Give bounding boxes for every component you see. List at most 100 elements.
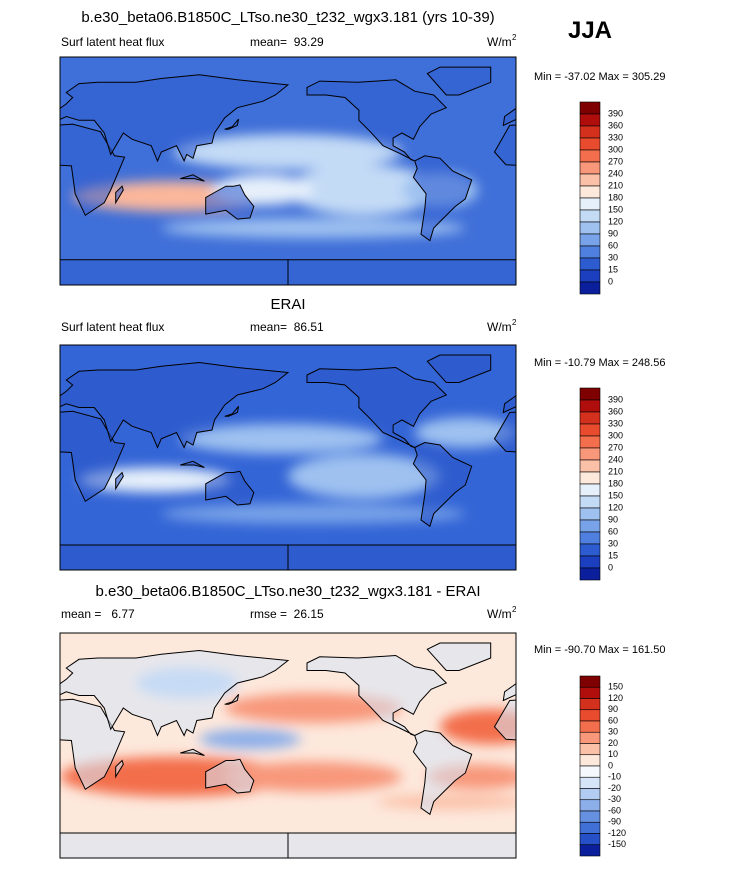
field-blob bbox=[161, 217, 466, 239]
coastline bbox=[205, 758, 255, 794]
coastline bbox=[180, 748, 205, 756]
coastline bbox=[502, 395, 516, 414]
colorbar-label: 60 bbox=[608, 715, 618, 725]
map-field bbox=[79, 417, 516, 524]
colorbar-label: 0 bbox=[608, 562, 613, 572]
field-blob bbox=[414, 417, 516, 448]
map-frame bbox=[59, 56, 517, 286]
colorbar-box bbox=[579, 765, 601, 778]
colorbar-box bbox=[579, 555, 601, 569]
coastline bbox=[412, 155, 473, 242]
colorbar-box bbox=[579, 833, 601, 846]
panel-title: b.e30_beta06.B1850C_LTso.ne30_t232_wgx3.… bbox=[81, 9, 494, 26]
colorbar-box bbox=[579, 257, 601, 271]
colorbar-box bbox=[579, 675, 601, 688]
center-label: mean= 93.29 bbox=[250, 35, 324, 49]
colorbar-label: 60 bbox=[608, 240, 618, 250]
colorbar-label: 150 bbox=[608, 490, 623, 500]
min-max: Min = -10.79 Max = 248.56 bbox=[534, 357, 665, 369]
colorbar-box bbox=[579, 209, 601, 223]
colorbar-label: 210 bbox=[608, 180, 623, 190]
colorbar-box bbox=[579, 161, 601, 175]
colorbar-label: 390 bbox=[608, 108, 623, 118]
colorbar-box bbox=[579, 173, 601, 187]
colorbar-label: 180 bbox=[608, 192, 623, 202]
colorbar-box bbox=[579, 269, 601, 283]
colorbar-label: 120 bbox=[608, 216, 623, 226]
colorbar-label: 15 bbox=[608, 550, 618, 560]
coastline bbox=[180, 460, 205, 468]
field-blob bbox=[224, 693, 402, 723]
colorbar-label: -30 bbox=[608, 794, 621, 804]
field-blob bbox=[199, 729, 301, 750]
colorbar-label: 240 bbox=[608, 454, 623, 464]
coastline bbox=[493, 124, 516, 166]
colorbar-label: 270 bbox=[608, 156, 623, 166]
coastline bbox=[426, 642, 492, 671]
colorbar-box bbox=[579, 776, 601, 789]
coastline bbox=[287, 259, 516, 285]
coastline bbox=[287, 832, 516, 858]
center-label: rmse = 26.15 bbox=[250, 607, 324, 621]
left-label: Surf latent heat flux bbox=[61, 35, 164, 49]
colorbar-label: 30 bbox=[608, 727, 618, 737]
coastline bbox=[412, 729, 473, 816]
colorbar-label: 150 bbox=[608, 204, 623, 214]
colorbar-label: 0 bbox=[608, 276, 613, 286]
colorbar-box bbox=[579, 799, 601, 812]
colorbar-label: 90 bbox=[608, 704, 618, 714]
colorbar-label: 120 bbox=[608, 693, 623, 703]
left-label: Surf latent heat flux bbox=[61, 320, 164, 334]
center-label: mean= 86.51 bbox=[250, 320, 324, 334]
colorbar-box bbox=[579, 459, 601, 473]
coastline bbox=[502, 683, 516, 702]
coastline bbox=[306, 654, 448, 736]
panel: b.e30_beta06.B1850C_LTso.ne30_t232_wgx3.… bbox=[59, 583, 665, 859]
coastline bbox=[60, 832, 289, 858]
colorbar-label: -60 bbox=[608, 805, 621, 815]
colorbar-box bbox=[579, 810, 601, 823]
coastline bbox=[115, 471, 124, 491]
colorbar-label: 30 bbox=[608, 252, 618, 262]
colorbar-box bbox=[579, 447, 601, 461]
field-blob bbox=[224, 761, 402, 792]
field-blob bbox=[161, 503, 466, 524]
units: W/m bbox=[487, 320, 512, 334]
colorbar-label: -150 bbox=[608, 839, 626, 849]
colorbar-box bbox=[579, 197, 601, 211]
coastline bbox=[426, 354, 492, 383]
colorbar-box bbox=[579, 423, 601, 437]
colorbar-label: 90 bbox=[608, 514, 618, 524]
coastline bbox=[306, 366, 448, 448]
colorbar-box bbox=[579, 399, 601, 413]
colorbar-label: -120 bbox=[608, 828, 626, 838]
field-blob bbox=[174, 134, 402, 170]
min-max: Min = -90.70 Max = 161.50 bbox=[534, 644, 665, 656]
coastline bbox=[205, 470, 255, 506]
colorbar-label: 360 bbox=[608, 406, 623, 416]
coastline bbox=[180, 174, 205, 182]
colorbar-box bbox=[579, 709, 601, 722]
colorbar-box bbox=[579, 435, 601, 449]
colorbar-label: 20 bbox=[608, 738, 618, 748]
field-blob bbox=[288, 453, 440, 499]
coastline bbox=[287, 544, 516, 570]
colorbar-label: 30 bbox=[608, 538, 618, 548]
panel-title: b.e30_beta06.B1850C_LTso.ne30_t232_wgx3.… bbox=[95, 583, 480, 600]
colorbar-box bbox=[579, 507, 601, 521]
coastline bbox=[412, 441, 473, 528]
colorbar-label: -90 bbox=[608, 817, 621, 827]
colorbar-box bbox=[579, 281, 601, 295]
coastline bbox=[224, 118, 240, 130]
coastline bbox=[502, 107, 516, 127]
units-sup: 2 bbox=[512, 605, 517, 614]
coastline bbox=[60, 361, 290, 449]
colorbar-label: 210 bbox=[608, 466, 623, 476]
colorbar-box bbox=[579, 731, 601, 744]
colorbar-label: 300 bbox=[608, 430, 623, 440]
colorbar-box bbox=[579, 137, 601, 151]
map-frame bbox=[59, 632, 517, 859]
coastline bbox=[306, 79, 448, 162]
